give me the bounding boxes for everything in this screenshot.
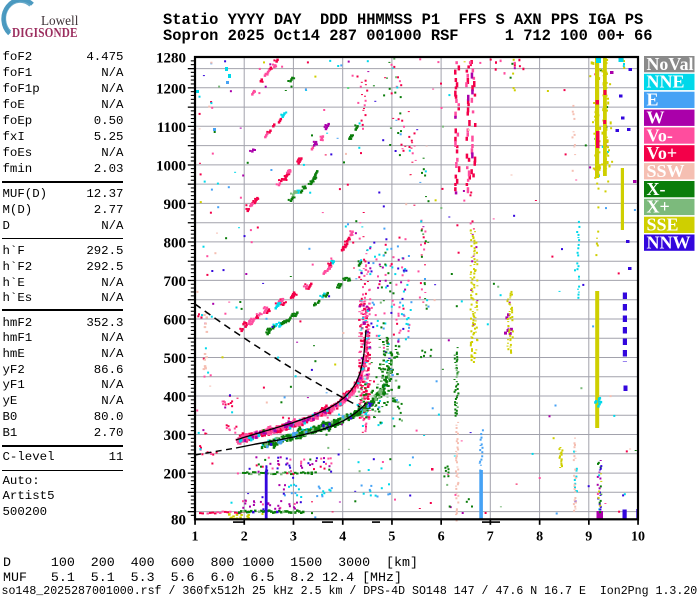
svg-text:Vo+: Vo+ (647, 143, 678, 163)
svg-text:1: 1 (192, 530, 199, 545)
svg-text:10: 10 (631, 530, 645, 545)
svg-text:SSE: SSE (647, 215, 679, 235)
svg-text:3: 3 (290, 530, 297, 545)
svg-text:200: 200 (164, 466, 187, 482)
svg-text:9: 9 (585, 530, 592, 545)
svg-text:5: 5 (388, 530, 395, 545)
svg-text:NNW: NNW (647, 232, 691, 252)
svg-text:800: 800 (164, 235, 187, 251)
svg-text:X-: X- (647, 179, 666, 199)
svg-text:4: 4 (339, 530, 346, 545)
svg-text:400: 400 (164, 389, 187, 405)
svg-text:X+: X+ (647, 197, 670, 217)
svg-text:7: 7 (487, 530, 494, 545)
svg-text:700: 700 (164, 274, 187, 290)
svg-text:6: 6 (438, 530, 445, 545)
svg-text:SSW: SSW (647, 161, 685, 181)
svg-text:NNE: NNE (647, 72, 685, 92)
svg-text:600: 600 (164, 312, 187, 328)
svg-text:1200: 1200 (156, 81, 186, 97)
svg-text:E: E (647, 90, 659, 110)
svg-text:500: 500 (164, 351, 187, 367)
svg-text:1000: 1000 (156, 158, 186, 174)
svg-text:900: 900 (164, 197, 187, 213)
svg-text:80: 80 (171, 513, 186, 529)
svg-text:2: 2 (241, 530, 248, 545)
svg-text:300: 300 (164, 428, 187, 444)
svg-text:W: W (647, 108, 665, 128)
svg-text:Vo-: Vo- (647, 125, 673, 145)
svg-text:1100: 1100 (157, 120, 186, 136)
svg-text:1280: 1280 (156, 51, 186, 67)
svg-text:8: 8 (536, 530, 543, 545)
svg-text:NoVal: NoVal (647, 54, 694, 74)
